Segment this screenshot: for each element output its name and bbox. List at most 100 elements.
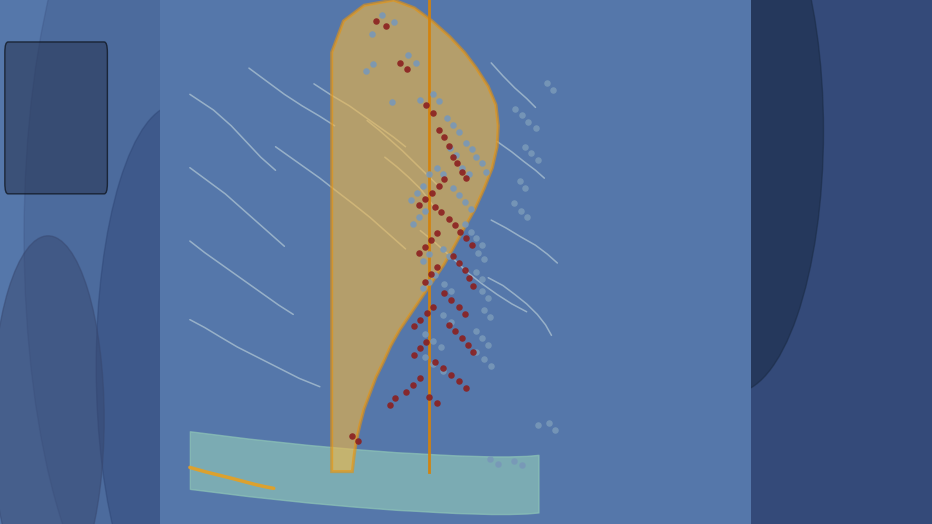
- Point: [418, 243, 432, 252]
- Point: [386, 18, 401, 26]
- Point: [432, 96, 446, 105]
- Point: [359, 67, 374, 75]
- Point: [451, 191, 466, 199]
- Point: [416, 284, 431, 292]
- Point: [425, 189, 440, 197]
- Point: [426, 336, 441, 345]
- Point: [418, 195, 432, 203]
- Point: [423, 269, 438, 278]
- Point: [400, 65, 415, 73]
- Point: [416, 257, 431, 265]
- Point: [458, 220, 473, 228]
- Point: [436, 289, 451, 298]
- Point: [518, 183, 533, 192]
- Point: [479, 168, 494, 176]
- Point: [451, 128, 466, 136]
- Point: [454, 168, 469, 176]
- Point: [430, 229, 445, 237]
- Point: [451, 377, 466, 386]
- Point: [398, 388, 413, 396]
- Point: [441, 321, 456, 329]
- Point: [465, 145, 480, 154]
- Point: [461, 170, 476, 178]
- Point: [469, 327, 484, 335]
- Point: [507, 105, 522, 113]
- Point: [444, 296, 459, 304]
- Point: [426, 90, 441, 99]
- Point: [433, 208, 448, 216]
- Point: [412, 201, 427, 210]
- Point: [382, 400, 397, 409]
- Point: [483, 454, 498, 463]
- Point: [466, 281, 481, 290]
- Point: [465, 241, 480, 249]
- Point: [540, 79, 555, 87]
- Point: [444, 370, 459, 379]
- Point: [528, 124, 543, 133]
- Point: [469, 153, 484, 161]
- Point: [418, 206, 432, 215]
- Point: [435, 311, 450, 320]
- Point: [475, 275, 490, 283]
- Point: [413, 374, 428, 383]
- Point: [428, 203, 443, 211]
- Point: [439, 114, 454, 122]
- FancyBboxPatch shape: [5, 42, 107, 194]
- Point: [433, 343, 448, 351]
- Point: [461, 274, 476, 282]
- Polygon shape: [332, 0, 499, 472]
- Point: [463, 204, 478, 213]
- Point: [448, 150, 463, 159]
- Point: [454, 334, 469, 342]
- Point: [476, 255, 491, 264]
- Point: [541, 419, 556, 428]
- Circle shape: [643, 0, 824, 393]
- Point: [548, 425, 563, 434]
- Point: [426, 302, 441, 311]
- Point: [421, 170, 436, 178]
- Point: [364, 30, 379, 38]
- Point: [459, 384, 473, 392]
- Point: [368, 17, 383, 25]
- Point: [483, 313, 498, 321]
- Point: [491, 460, 506, 468]
- Point: [350, 437, 365, 445]
- Point: [432, 182, 446, 190]
- Point: [512, 177, 527, 185]
- Point: [447, 327, 462, 335]
- Point: [432, 126, 446, 134]
- Point: [449, 159, 464, 168]
- Point: [392, 59, 407, 67]
- Point: [475, 241, 490, 249]
- Point: [443, 144, 458, 152]
- Point: [506, 457, 521, 465]
- Point: [430, 399, 445, 408]
- Point: [428, 271, 443, 279]
- Point: [445, 183, 460, 192]
- Point: [418, 101, 433, 109]
- Point: [459, 174, 473, 182]
- Point: [388, 394, 403, 402]
- Point: [430, 163, 445, 172]
- Point: [514, 111, 529, 119]
- Point: [514, 461, 529, 470]
- Point: [451, 302, 466, 311]
- Point: [416, 182, 431, 190]
- Point: [413, 344, 428, 353]
- Point: [423, 236, 438, 244]
- Point: [475, 159, 490, 168]
- Point: [476, 355, 491, 363]
- Point: [459, 234, 473, 243]
- Point: [421, 278, 436, 286]
- Point: [531, 156, 546, 164]
- Point: [435, 245, 450, 253]
- Circle shape: [0, 236, 104, 524]
- Point: [520, 117, 535, 126]
- Point: [476, 306, 491, 314]
- Point: [445, 252, 460, 260]
- Point: [436, 133, 451, 141]
- Point: [458, 310, 473, 319]
- Point: [421, 393, 436, 401]
- Point: [441, 141, 456, 150]
- Circle shape: [534, 0, 932, 524]
